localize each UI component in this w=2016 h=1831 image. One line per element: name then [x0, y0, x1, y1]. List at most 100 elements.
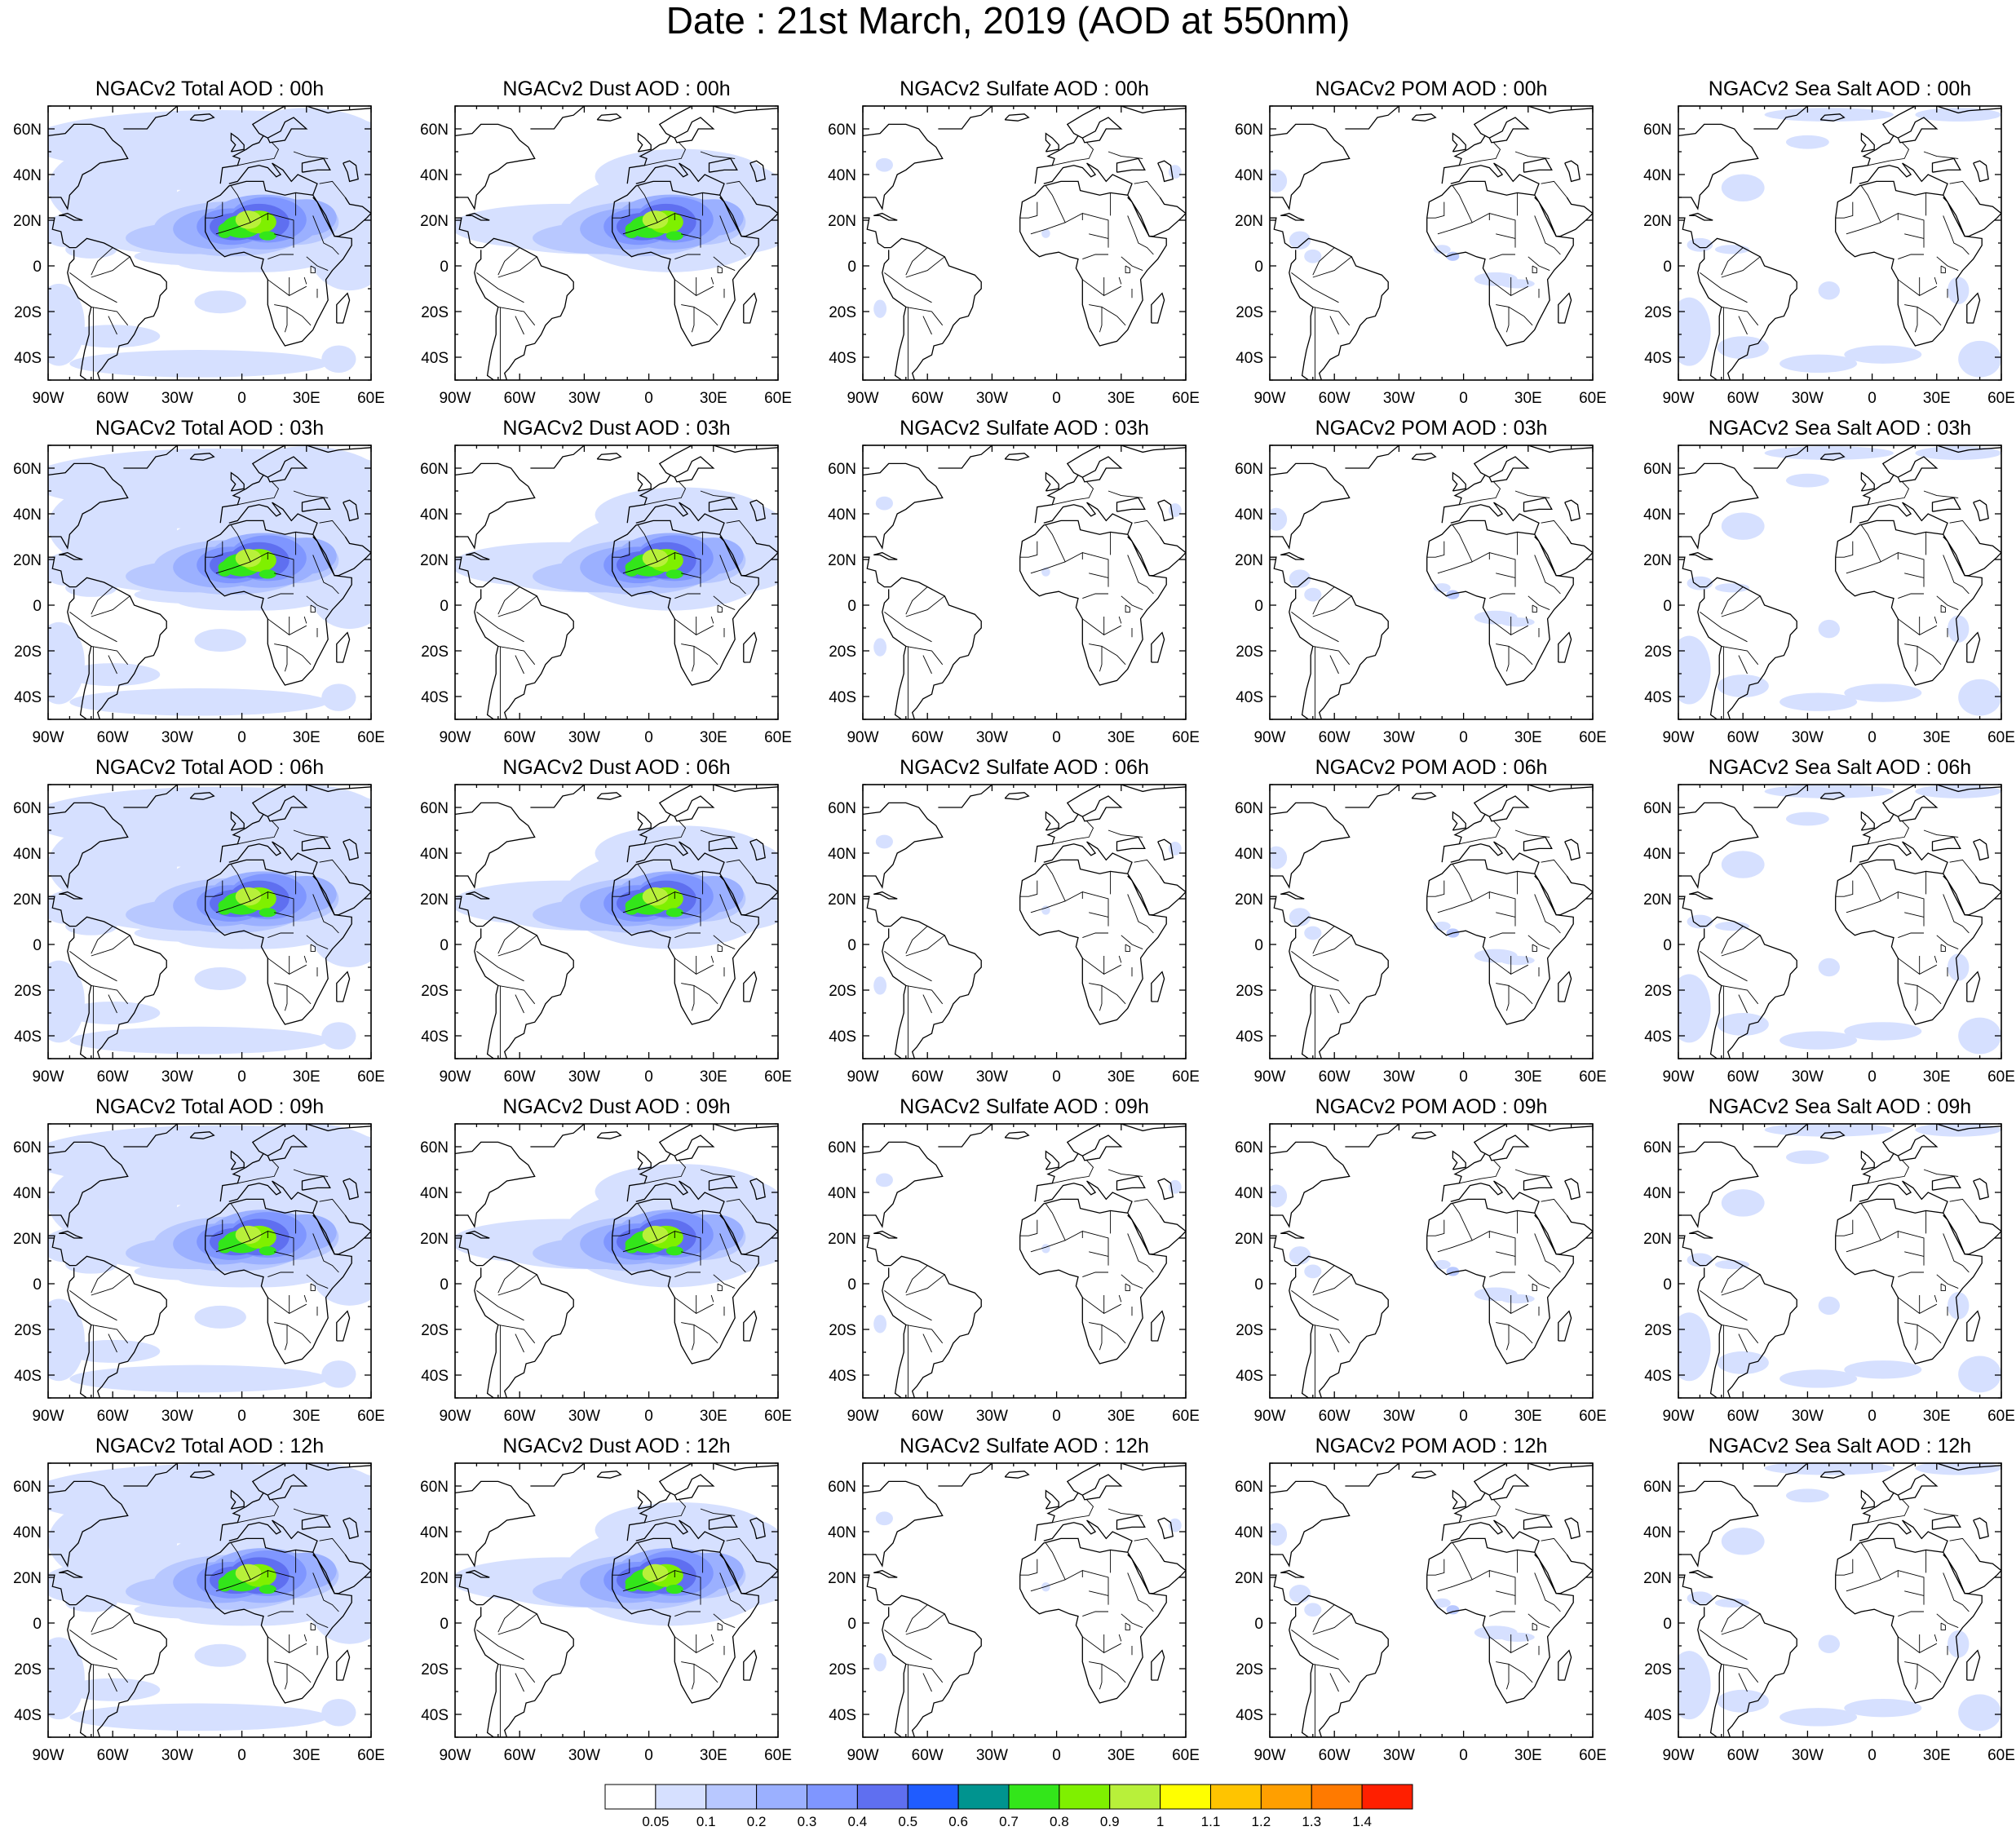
- coastline-greenland: [1345, 785, 1399, 808]
- country-border: [1917, 1325, 1933, 1334]
- coastline-greenland: [938, 445, 993, 469]
- coastline-iceland: [1411, 1131, 1437, 1139]
- coastline-arabia: [719, 536, 778, 577]
- country-border: [1721, 1613, 1761, 1635]
- lake-outline: [1934, 955, 1938, 963]
- aod-field: [455, 825, 778, 949]
- coastline-cuba: [1689, 212, 1713, 221]
- country-border: [674, 618, 696, 635]
- panel-title: NGACv2 Dust AOD : 03h: [502, 417, 730, 440]
- lake-outline: [710, 1294, 714, 1302]
- aod-contour: [1270, 507, 1288, 531]
- aod-contour: [1958, 1356, 2001, 1393]
- aod-field: [1270, 846, 1535, 966]
- coastline-europe: [1034, 785, 1186, 863]
- coastline-black: [708, 157, 738, 173]
- lat-tick-label: 60N: [420, 800, 449, 817]
- lon-tick-label: 30W: [161, 390, 193, 407]
- country-border: [108, 655, 117, 674]
- country-border: [1329, 1333, 1339, 1353]
- lat-tick-label: 20S: [14, 1661, 42, 1678]
- coastline-africa: [1019, 859, 1167, 1025]
- coastline-africa: [612, 1537, 759, 1704]
- lon-tick-label: 90W: [1662, 390, 1694, 407]
- lat-tick-label: 0: [847, 1276, 856, 1294]
- country-border: [1459, 142, 1501, 166]
- colorbar-label: 0.1: [696, 1814, 716, 1829]
- coastline-britain: [1452, 471, 1466, 492]
- coastline-med: [228, 1180, 318, 1214]
- lat-tick-label: 40N: [1235, 1524, 1263, 1541]
- country-border: [884, 1630, 932, 1661]
- country-border: [1052, 1499, 1094, 1524]
- country-border: [302, 316, 312, 326]
- coastlines: [863, 785, 1186, 1059]
- coastline-centralAmerica: [1678, 1235, 1707, 1267]
- coastline-northAmerica: [455, 1141, 536, 1228]
- coastline-northAmerica: [863, 1141, 944, 1228]
- coastline-southAmerica: [67, 237, 167, 380]
- country-border: [1936, 595, 1959, 611]
- lat-tick-label: 20S: [421, 1661, 449, 1678]
- country-border: [674, 254, 701, 260]
- lon-tick-label: 60E: [1579, 729, 1607, 746]
- country-border: [1936, 1613, 1959, 1629]
- map-panel-pom-06h: NGACv2 POM AOD : 06h 90W 60W 30W 0 30E 60E 60N 4…: [1235, 756, 1607, 1086]
- aod-contour: [1958, 1017, 2001, 1055]
- coastline-caspian: [343, 499, 359, 522]
- coastline-southAmerica: [67, 916, 167, 1059]
- coastline-caspian: [1157, 160, 1174, 183]
- coastline-africa: [205, 1537, 352, 1704]
- country-border: [1329, 1673, 1339, 1692]
- coastline-britain: [1045, 1150, 1059, 1170]
- country-border: [719, 894, 746, 934]
- panel-title: NGACv2 Total AOD : 12h: [95, 1435, 324, 1457]
- country-border: [215, 900, 251, 913]
- aod-contour: [875, 496, 893, 511]
- aod-field: [48, 108, 371, 378]
- country-border: [108, 994, 117, 1014]
- coastline-centralAmerica: [48, 1235, 77, 1267]
- country-border: [476, 1290, 524, 1321]
- lake-outline: [1125, 604, 1130, 613]
- coastline-southAmerica: [67, 1594, 167, 1737]
- country-border: [905, 1663, 944, 1683]
- coastline-britain: [1452, 811, 1466, 831]
- country-border: [497, 256, 537, 278]
- country-border: [1089, 1322, 1103, 1351]
- coastline-europe: [1034, 1124, 1186, 1202]
- coastline-caspian: [749, 1178, 766, 1201]
- country-border: [1312, 595, 1352, 617]
- coastline-med: [228, 502, 318, 535]
- lake-outline: [310, 944, 316, 952]
- country-border: [905, 1274, 945, 1296]
- aod-field: [1678, 785, 2001, 1055]
- aod-contour: [1721, 1189, 1765, 1217]
- coastline-black: [1931, 836, 1961, 851]
- map-panel-pom-03h: NGACv2 POM AOD : 03h 90W 60W 30W 0 30E 60E 60N 4…: [1235, 417, 1607, 746]
- country-border: [713, 1274, 736, 1289]
- coastline-northAmerica: [863, 802, 944, 889]
- country-border: [1904, 573, 1925, 578]
- country-border: [1943, 555, 1970, 595]
- country-border: [922, 1673, 932, 1692]
- country-border: [1030, 1579, 1066, 1592]
- country-border: [905, 586, 928, 615]
- country-border: [1121, 935, 1143, 950]
- aod-contour: [1721, 851, 1765, 878]
- country-border: [91, 595, 130, 617]
- country-border: [1904, 983, 1918, 1011]
- country-border: [1541, 859, 1567, 877]
- country-border: [476, 951, 524, 982]
- coastline-greenland: [123, 106, 178, 130]
- country-border: [1312, 984, 1351, 1005]
- coastline-caspian: [1564, 499, 1581, 522]
- lon-tick-label: 90W: [1662, 1068, 1694, 1086]
- lat-tick-label: 0: [440, 937, 449, 954]
- lon-tick-label: 90W: [1253, 1408, 1285, 1425]
- coastline-caspian: [749, 499, 766, 522]
- country-border: [1312, 1663, 1351, 1683]
- country-border: [622, 222, 658, 235]
- country-border: [1700, 1630, 1748, 1661]
- country-border: [681, 233, 701, 239]
